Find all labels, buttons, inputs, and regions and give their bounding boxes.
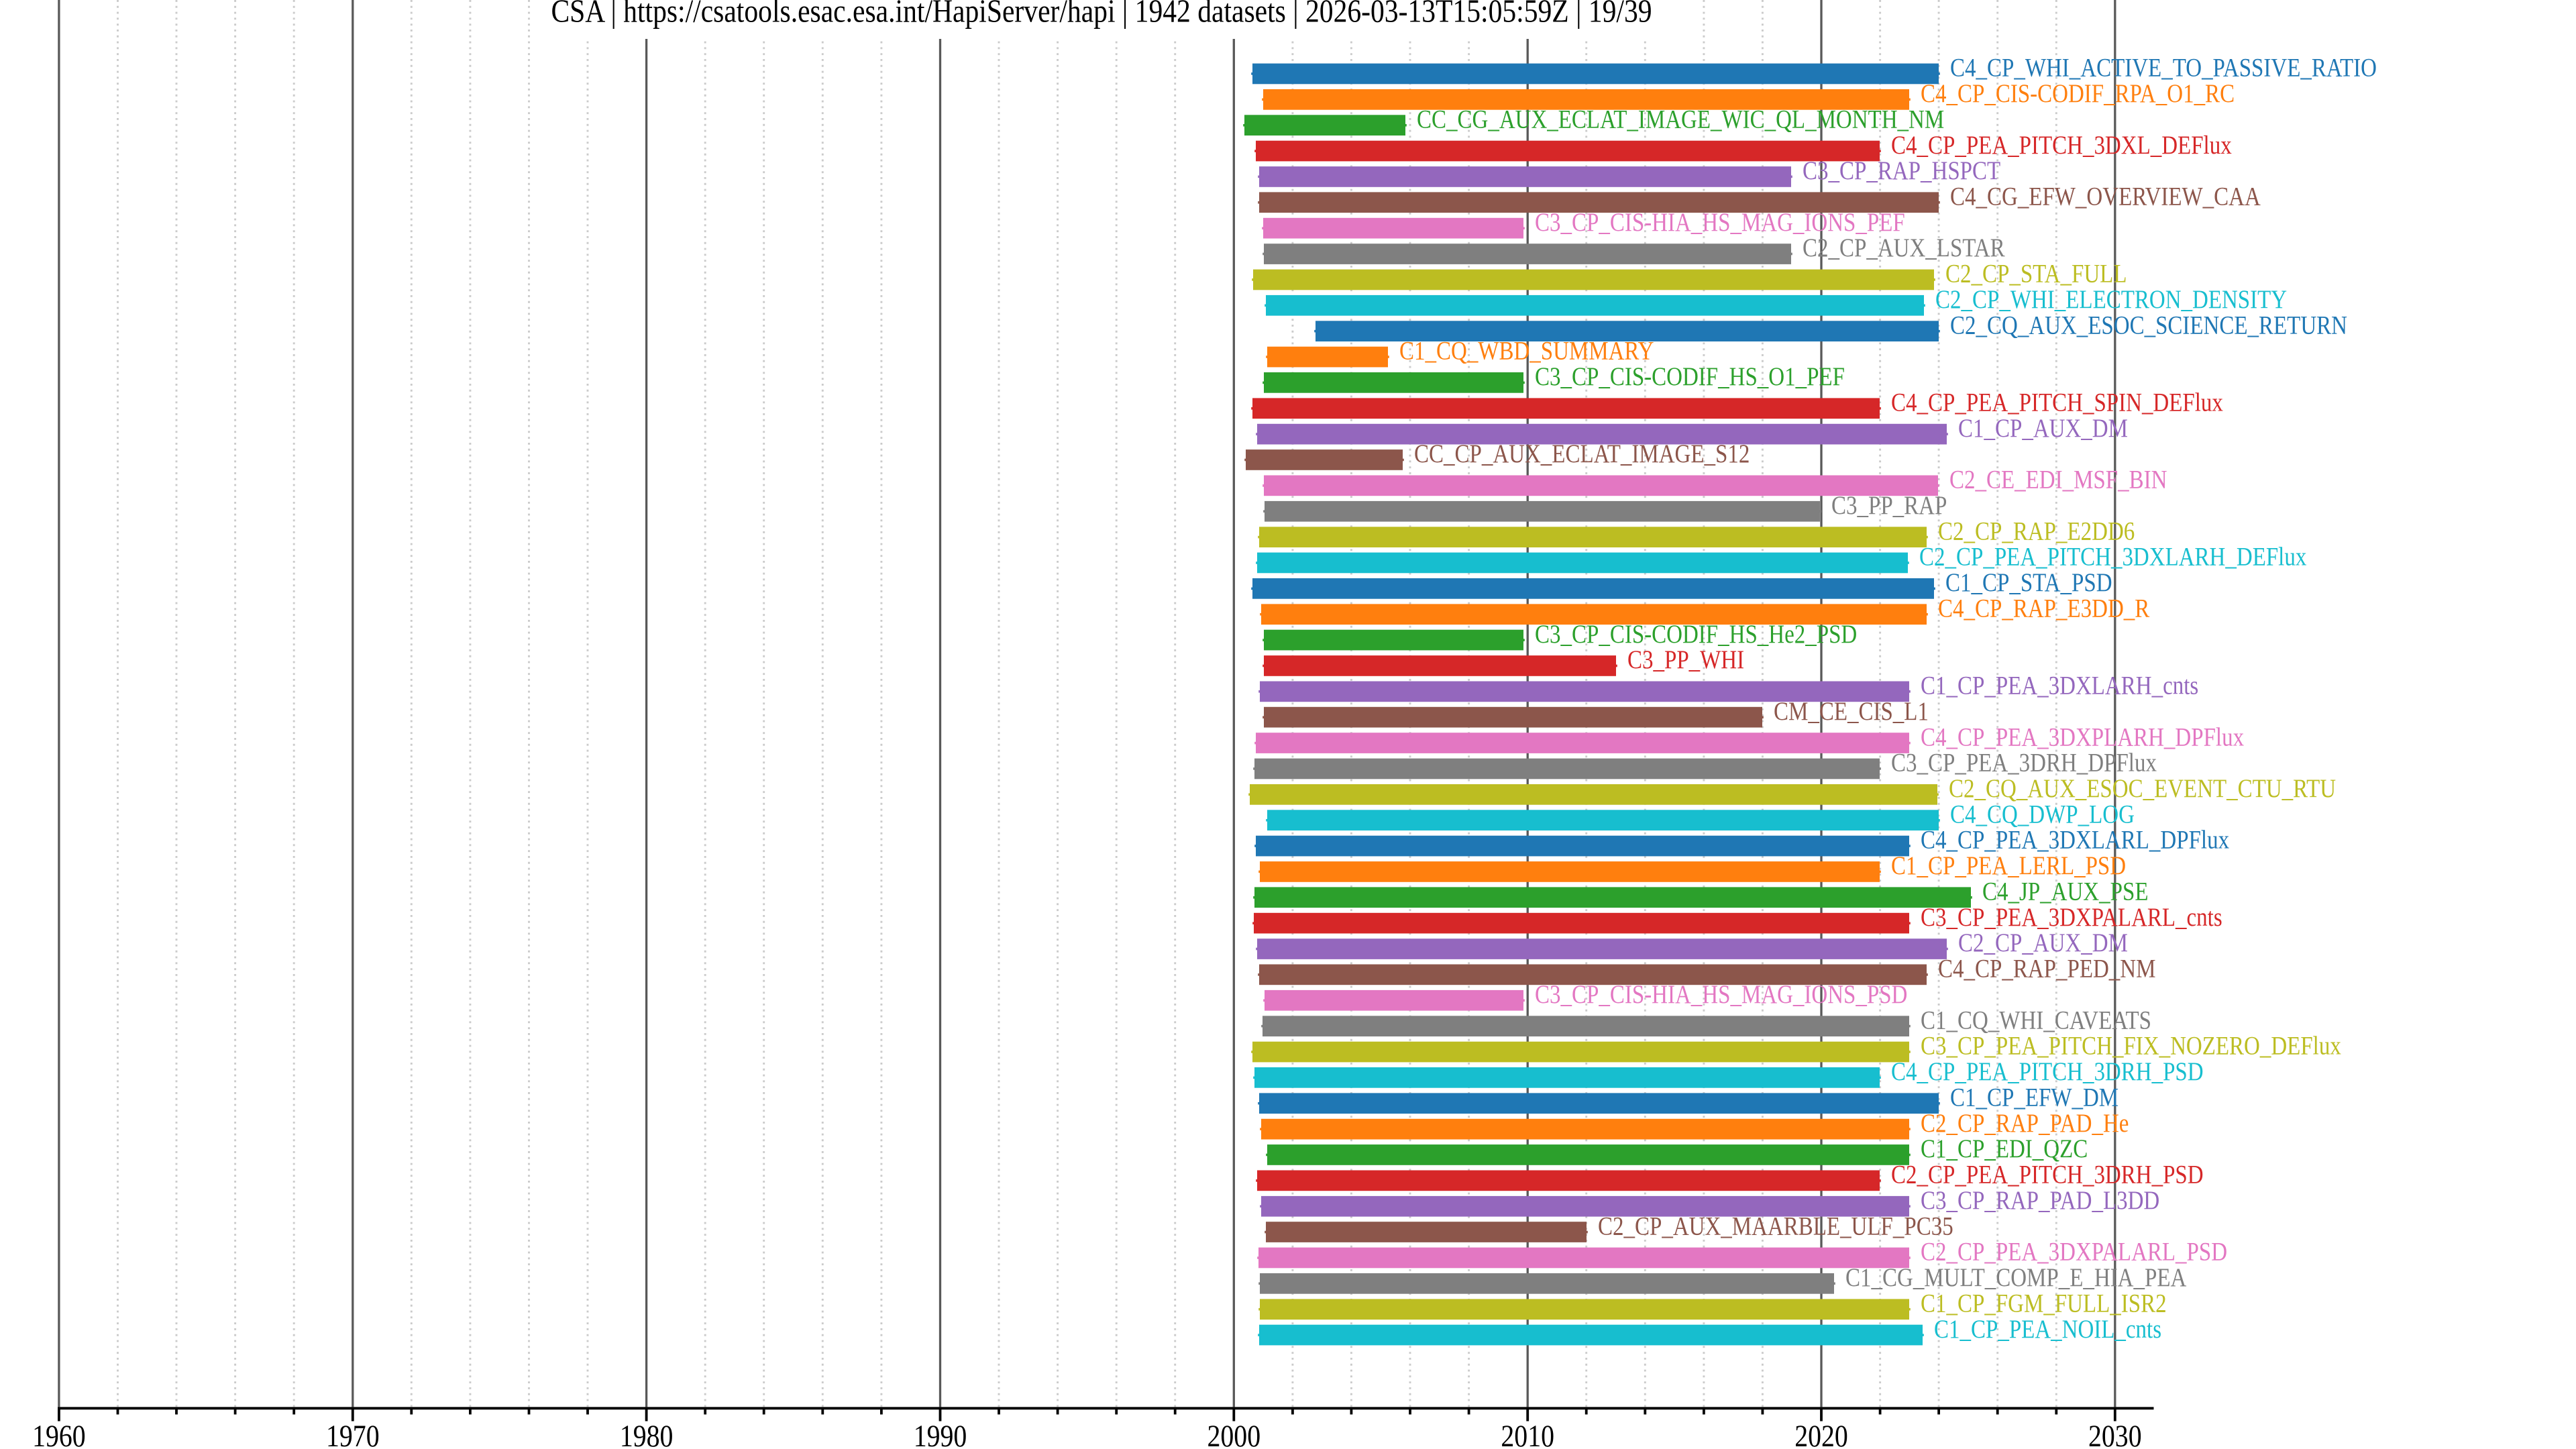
svg-text:C4_CP_PEA_3DXLARL_DPFlux: C4_CP_PEA_3DXLARL_DPFlux [1921, 825, 2229, 854]
svg-text:C1_CP_PEA_3DXLARH_cnts: C1_CP_PEA_3DXLARH_cnts [1921, 671, 2198, 700]
svg-text:C2_CP_RAP_PAD_He: C2_CP_RAP_PAD_He [1921, 1108, 2129, 1137]
svg-text:C1_CP_FGM_FULL_ISR2: C1_CP_FGM_FULL_ISR2 [1921, 1289, 2167, 1318]
svg-text:1960: 1960 [32, 1419, 86, 1449]
svg-text:C1_CP_AUX_DM: C1_CP_AUX_DM [1958, 413, 2128, 442]
svg-text:C2_CP_AUX_DM: C2_CP_AUX_DM [1958, 928, 2128, 957]
svg-text:C4_CP_PEA_PITCH_3DXL_DEFlux: C4_CP_PEA_PITCH_3DXL_DEFlux [1891, 130, 2232, 159]
svg-text:C2_CE_EDI_MSF_BIN: C2_CE_EDI_MSF_BIN [1949, 465, 2167, 494]
svg-text:C2_CP_WHI_ELECTRON_DENSITY: C2_CP_WHI_ELECTRON_DENSITY [1935, 284, 2287, 313]
svg-text:C4_JP_AUX_PSE: C4_JP_AUX_PSE [1982, 877, 2148, 906]
svg-text:C4_CP_RAP_PED_NM: C4_CP_RAP_PED_NM [1938, 954, 2155, 983]
svg-text:C1_CG_MULT_COMP_E_HIA_PEA: C1_CG_MULT_COMP_E_HIA_PEA [1845, 1263, 2186, 1291]
svg-text:C1_CP_EFW_DM: C1_CP_EFW_DM [1950, 1083, 2118, 1112]
svg-text:C3_CP_CIS-CODIF_HS_O1_PEF: C3_CP_CIS-CODIF_HS_O1_PEF [1535, 362, 1845, 391]
svg-text:C2_CP_AUX_LSTAR: C2_CP_AUX_LSTAR [1803, 233, 2005, 262]
svg-text:C1_CP_STA_PSD: C1_CP_STA_PSD [1945, 568, 2112, 597]
svg-text:C1_CP_PEA_LERL_PSD: C1_CP_PEA_LERL_PSD [1891, 851, 2126, 880]
svg-text:C4_CP_PEA_3DXPLARH_DPFlux: C4_CP_PEA_3DXPLARH_DPFlux [1921, 722, 2244, 751]
svg-text:C3_CP_RAP_PAD_L3DD: C3_CP_RAP_PAD_L3DD [1921, 1185, 2159, 1214]
svg-text:C2_CP_PEA_PITCH_3DXLARH_DEFlux: C2_CP_PEA_PITCH_3DXLARH_DEFlux [1919, 542, 2306, 571]
svg-text:2000: 2000 [1208, 1419, 1261, 1449]
svg-text:C3_CP_PEA_PITCH_FIX_NOZERO_DEF: C3_CP_PEA_PITCH_FIX_NOZERO_DEFlux [1921, 1031, 2341, 1060]
svg-text:2020: 2020 [1794, 1419, 1848, 1449]
svg-text:C3_PP_RAP: C3_PP_RAP [1831, 490, 1947, 519]
svg-text:C3_CP_CIS-CODIF_HS_He2_PSD: C3_CP_CIS-CODIF_HS_He2_PSD [1535, 619, 1857, 648]
svg-text:C1_CP_PEA_NOIL_cnts: C1_CP_PEA_NOIL_cnts [1934, 1314, 2161, 1343]
svg-text:CC_CP_AUX_ECLAT_IMAGE_S12: CC_CP_AUX_ECLAT_IMAGE_S12 [1414, 439, 1750, 468]
svg-text:C2_CP_AUX_MAARBLE_ULF_PC35: C2_CP_AUX_MAARBLE_ULF_PC35 [1598, 1212, 1953, 1240]
svg-text:C2_CQ_AUX_ESOC_EVENT_CTU_RTU: C2_CQ_AUX_ESOC_EVENT_CTU_RTU [1949, 773, 2336, 802]
svg-text:C3_CP_CIS-HIA_HS_MAG_IONS_PSD: C3_CP_CIS-HIA_HS_MAG_IONS_PSD [1535, 979, 1907, 1008]
svg-text:C3_CP_CIS-HIA_HS_MAG_IONS_PEF: C3_CP_CIS-HIA_HS_MAG_IONS_PEF [1535, 207, 1905, 236]
svg-text:C2_CP_STA_FULL: C2_CP_STA_FULL [1945, 259, 2127, 288]
svg-text:2010: 2010 [1501, 1419, 1554, 1449]
svg-text:1990: 1990 [914, 1419, 967, 1449]
svg-text:C2_CQ_AUX_ESOC_SCIENCE_RETURN: C2_CQ_AUX_ESOC_SCIENCE_RETURN [1950, 311, 2347, 339]
svg-text:C4_CP_PEA_PITCH_3DRH_PSD: C4_CP_PEA_PITCH_3DRH_PSD [1891, 1057, 2204, 1086]
svg-text:C1_CQ_WHI_CAVEATS: C1_CQ_WHI_CAVEATS [1921, 1006, 2151, 1034]
svg-text:C1_CP_EDI_QZC: C1_CP_EDI_QZC [1921, 1134, 2088, 1163]
svg-text:CM_CE_CIS_L1: CM_CE_CIS_L1 [1774, 696, 1929, 725]
svg-text:1980: 1980 [620, 1419, 674, 1449]
svg-text:C4_CQ_DWP_LOG: C4_CQ_DWP_LOG [1950, 800, 2135, 828]
svg-text:CSA | https://csatools.esac.es: CSA | https://csatools.esac.esa.int/Hapi… [551, 0, 1652, 29]
svg-text:C2_CP_PEA_3DXPALARL_PSD: C2_CP_PEA_3DXPALARL_PSD [1921, 1237, 2227, 1266]
svg-text:C2_CP_RAP_E2DD6: C2_CP_RAP_E2DD6 [1938, 517, 2135, 545]
svg-text:C4_CP_RAP_E3DD_R: C4_CP_RAP_E3DD_R [1938, 594, 2150, 623]
svg-text:C2_CP_PEA_PITCH_3DRH_PSD: C2_CP_PEA_PITCH_3DRH_PSD [1891, 1160, 2204, 1189]
svg-text:C4_CP_WHI_ACTIVE_TO_PASSIVE_RA: C4_CP_WHI_ACTIVE_TO_PASSIVE_RATIO [1950, 53, 2377, 82]
svg-text:C4_CP_CIS-CODIF_RPA_O1_RC: C4_CP_CIS-CODIF_RPA_O1_RC [1921, 78, 2235, 107]
svg-text:C4_CG_EFW_OVERVIEW_CAA: C4_CG_EFW_OVERVIEW_CAA [1950, 182, 2261, 211]
svg-text:C1_CQ_WBD_SUMMARY: C1_CQ_WBD_SUMMARY [1399, 336, 1654, 365]
svg-text:C4_CP_PEA_PITCH_SPIN_DEFlux: C4_CP_PEA_PITCH_SPIN_DEFlux [1891, 388, 2223, 417]
svg-text:2030: 2030 [2088, 1419, 2142, 1449]
svg-text:C3_CP_PEA_3DXPALARL_cnts: C3_CP_PEA_3DXPALARL_cnts [1921, 902, 2222, 931]
svg-text:C3_CP_RAP_HSPCT: C3_CP_RAP_HSPCT [1803, 156, 2000, 185]
svg-text:C3_PP_WHI: C3_PP_WHI [1627, 645, 1744, 674]
svg-text:C3_CP_PEA_3DRH_DPFlux: C3_CP_PEA_3DRH_DPFlux [1891, 748, 2157, 777]
svg-text:1970: 1970 [326, 1419, 380, 1449]
svg-text:CC_CG_AUX_ECLAT_IMAGE_WIC_QL_M: CC_CG_AUX_ECLAT_IMAGE_WIC_QL_MONTH_NM [1417, 105, 1944, 133]
